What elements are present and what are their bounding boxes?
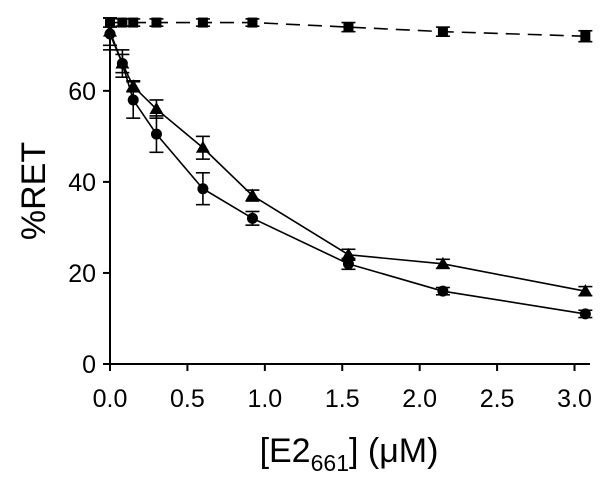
data-point — [343, 22, 354, 33]
data-point — [197, 17, 208, 28]
y-tick-label: 0 — [82, 351, 96, 379]
data-point — [435, 256, 450, 269]
series-line — [109, 33, 586, 315]
data-point — [579, 308, 591, 320]
y-axis-title: %RET — [15, 142, 53, 240]
y-tick-label: 40 — [68, 169, 96, 197]
x-tick-label: 3.0 — [557, 385, 592, 413]
data-point — [342, 258, 354, 270]
data-point — [247, 17, 258, 28]
x-tick-label: 1.0 — [247, 385, 282, 413]
data-point — [149, 102, 164, 115]
x-tick-label: 0.0 — [93, 385, 128, 413]
ticks: 0.0 0.5 1.0 1.5 2.0 2.5 3.0 0 20 40 60 — [68, 78, 592, 413]
data-point — [341, 247, 356, 260]
y-tick-label: 60 — [68, 78, 96, 106]
data-point — [117, 17, 128, 28]
x-tick-label: 1.5 — [325, 385, 360, 413]
data-point — [578, 284, 593, 297]
data-point — [127, 94, 139, 106]
x-axis-title-prefix: [E2 — [260, 432, 311, 470]
y-tick-label: 20 — [68, 260, 96, 288]
data-point — [150, 128, 162, 140]
plot-area — [103, 17, 593, 320]
axes — [109, 18, 590, 365]
data-point — [437, 26, 448, 37]
data-point — [246, 212, 258, 224]
x-tick-label: 0.5 — [170, 385, 205, 413]
series-square — [103, 17, 593, 43]
x-axis-title: [E2661] (μM) — [260, 432, 439, 476]
data-point — [437, 285, 449, 297]
data-point — [580, 31, 591, 42]
data-point — [197, 183, 209, 195]
data-point — [151, 17, 162, 28]
data-point — [128, 17, 139, 28]
x-tick-label: 2.0 — [402, 385, 437, 413]
data-point — [116, 58, 128, 70]
x-axis-title-subscript: 661 — [311, 450, 349, 476]
data-point — [245, 188, 260, 201]
x-tick-label: 2.5 — [480, 385, 515, 413]
series-circle — [103, 17, 593, 320]
x-axis-title-suffix: ] (μM) — [349, 432, 438, 470]
data-point — [195, 140, 210, 153]
